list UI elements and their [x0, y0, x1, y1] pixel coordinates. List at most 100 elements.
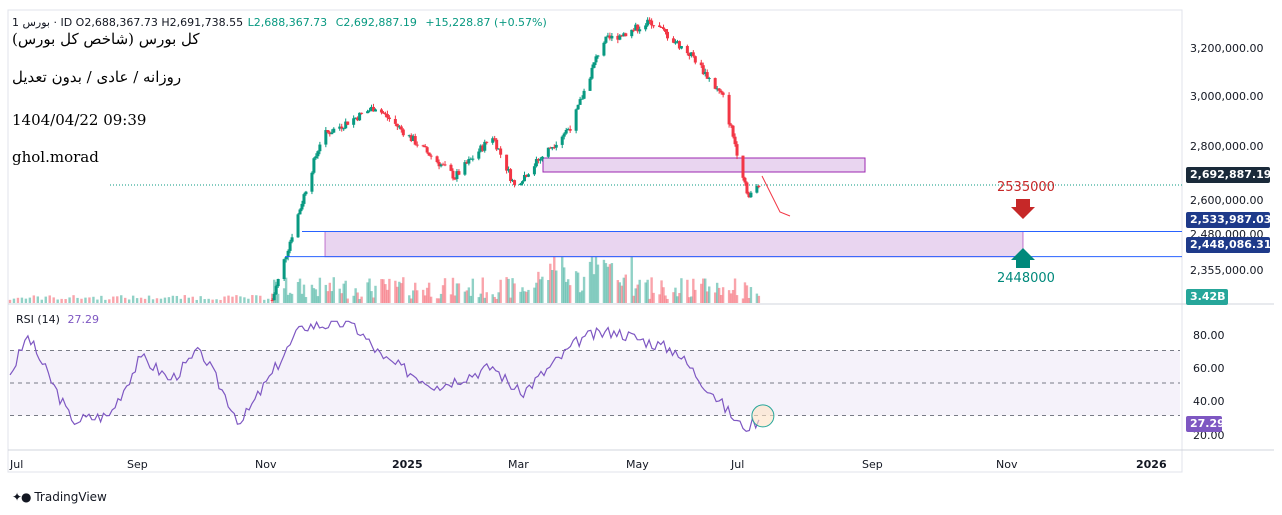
volume-bar — [606, 266, 610, 303]
candle-body — [509, 169, 513, 181]
candle-body — [437, 162, 441, 167]
volume-bar — [354, 288, 357, 303]
candle-body — [415, 144, 419, 146]
volume-bar — [374, 285, 377, 303]
candle-body — [429, 155, 433, 157]
candle-body — [713, 78, 717, 89]
volume-bar — [215, 299, 218, 303]
candle-body — [483, 141, 487, 151]
drawing-zones[interactable] — [324, 157, 1024, 258]
volume-bar — [28, 297, 32, 303]
volume-bar — [263, 299, 266, 303]
candle-body — [648, 19, 652, 21]
candle-body — [443, 164, 447, 166]
volume-bar — [497, 292, 500, 303]
candle-body — [379, 109, 383, 113]
ohlc-low: L2,688,367.73 — [247, 16, 328, 29]
volume-bar — [588, 261, 592, 303]
candle-body — [340, 126, 344, 129]
candle-body — [374, 109, 378, 112]
candle-body — [513, 180, 517, 185]
candle-body — [312, 158, 316, 173]
volume-bar — [636, 284, 639, 303]
resistance-label[interactable]: 2535000 — [997, 180, 1055, 195]
candle-body — [689, 52, 693, 57]
candle-body — [602, 42, 606, 56]
volume-bar — [135, 298, 139, 303]
volume-bar — [429, 296, 433, 303]
volume-bar — [733, 278, 737, 303]
volume-bar — [755, 293, 759, 303]
volume-bar — [602, 259, 606, 303]
note-author[interactable]: ghol.morad — [12, 148, 99, 166]
volume-bar — [620, 285, 624, 303]
volume-bar — [342, 283, 345, 303]
volume-bar — [582, 276, 586, 303]
volume-bar — [282, 288, 286, 303]
volume-bar — [290, 293, 294, 303]
volume-bar — [576, 272, 580, 303]
volume-bar — [147, 295, 151, 303]
volume-bar — [344, 280, 347, 303]
volume-bar — [175, 295, 179, 303]
candle-body — [540, 156, 544, 159]
candle-body — [427, 152, 431, 156]
volume-bar — [151, 299, 155, 303]
volume-bar — [702, 278, 705, 303]
volume-bar — [235, 295, 238, 303]
volume-bar — [223, 296, 226, 303]
candle-body — [634, 24, 638, 30]
volume-bar — [735, 295, 739, 303]
volume-bar — [457, 283, 461, 303]
candle-body — [524, 174, 528, 177]
volume-bar — [741, 298, 745, 303]
volume-bar — [310, 284, 314, 303]
candle-body — [632, 29, 636, 31]
current-price-tag: 2,692,887.19 — [1186, 167, 1271, 183]
candle-body — [552, 147, 556, 149]
note-datetime[interactable]: 1404/04/22 09:39 — [12, 111, 147, 129]
volume-bar — [525, 291, 528, 303]
volume-bar — [743, 282, 747, 303]
rsi-axis-60: 60.00 — [1193, 362, 1225, 375]
candle-body — [526, 174, 530, 177]
volume-bar — [318, 277, 322, 303]
tradingview-logo[interactable]: ✦● TradingView — [12, 490, 107, 504]
volume-bar — [467, 287, 471, 303]
candle-body — [298, 209, 302, 215]
volume-bar — [676, 296, 679, 303]
candle-body — [368, 110, 372, 112]
price-label-2355000: 2,355,000.00 — [1190, 264, 1264, 277]
volume-bar — [678, 293, 681, 303]
volume-bar — [207, 298, 210, 303]
volume-bar — [555, 270, 558, 303]
volume-bar — [302, 284, 306, 303]
candle-body — [397, 126, 401, 128]
candle-body — [381, 112, 385, 114]
candle-body — [395, 123, 399, 127]
volume-bar — [662, 287, 665, 303]
volume-bar — [412, 290, 415, 303]
volume-bar — [507, 278, 510, 303]
support-label[interactable]: 2448000 — [997, 271, 1055, 286]
candle-body — [328, 132, 332, 135]
volume-bar — [491, 294, 494, 303]
note-timeframe[interactable]: روزانه / عادی / بدون تعدیل — [12, 68, 182, 86]
volume-bar — [356, 292, 359, 303]
volume-bar — [267, 298, 270, 303]
volume-bar — [358, 298, 361, 303]
volume-bar — [48, 295, 51, 303]
drawing-lines[interactable] — [285, 175, 1182, 268]
volume-bar — [360, 296, 363, 303]
candle-body — [318, 144, 322, 152]
volume-bar — [388, 278, 391, 303]
volume-bar — [455, 283, 459, 303]
candle-body — [548, 147, 552, 149]
volume-bar — [650, 277, 653, 303]
candle-body — [719, 90, 723, 93]
candle-body — [733, 136, 737, 145]
note-title[interactable]: (کل بورس (شاخص کل بورس — [12, 30, 200, 48]
volume-bar — [749, 287, 753, 303]
candle-body — [324, 130, 328, 145]
